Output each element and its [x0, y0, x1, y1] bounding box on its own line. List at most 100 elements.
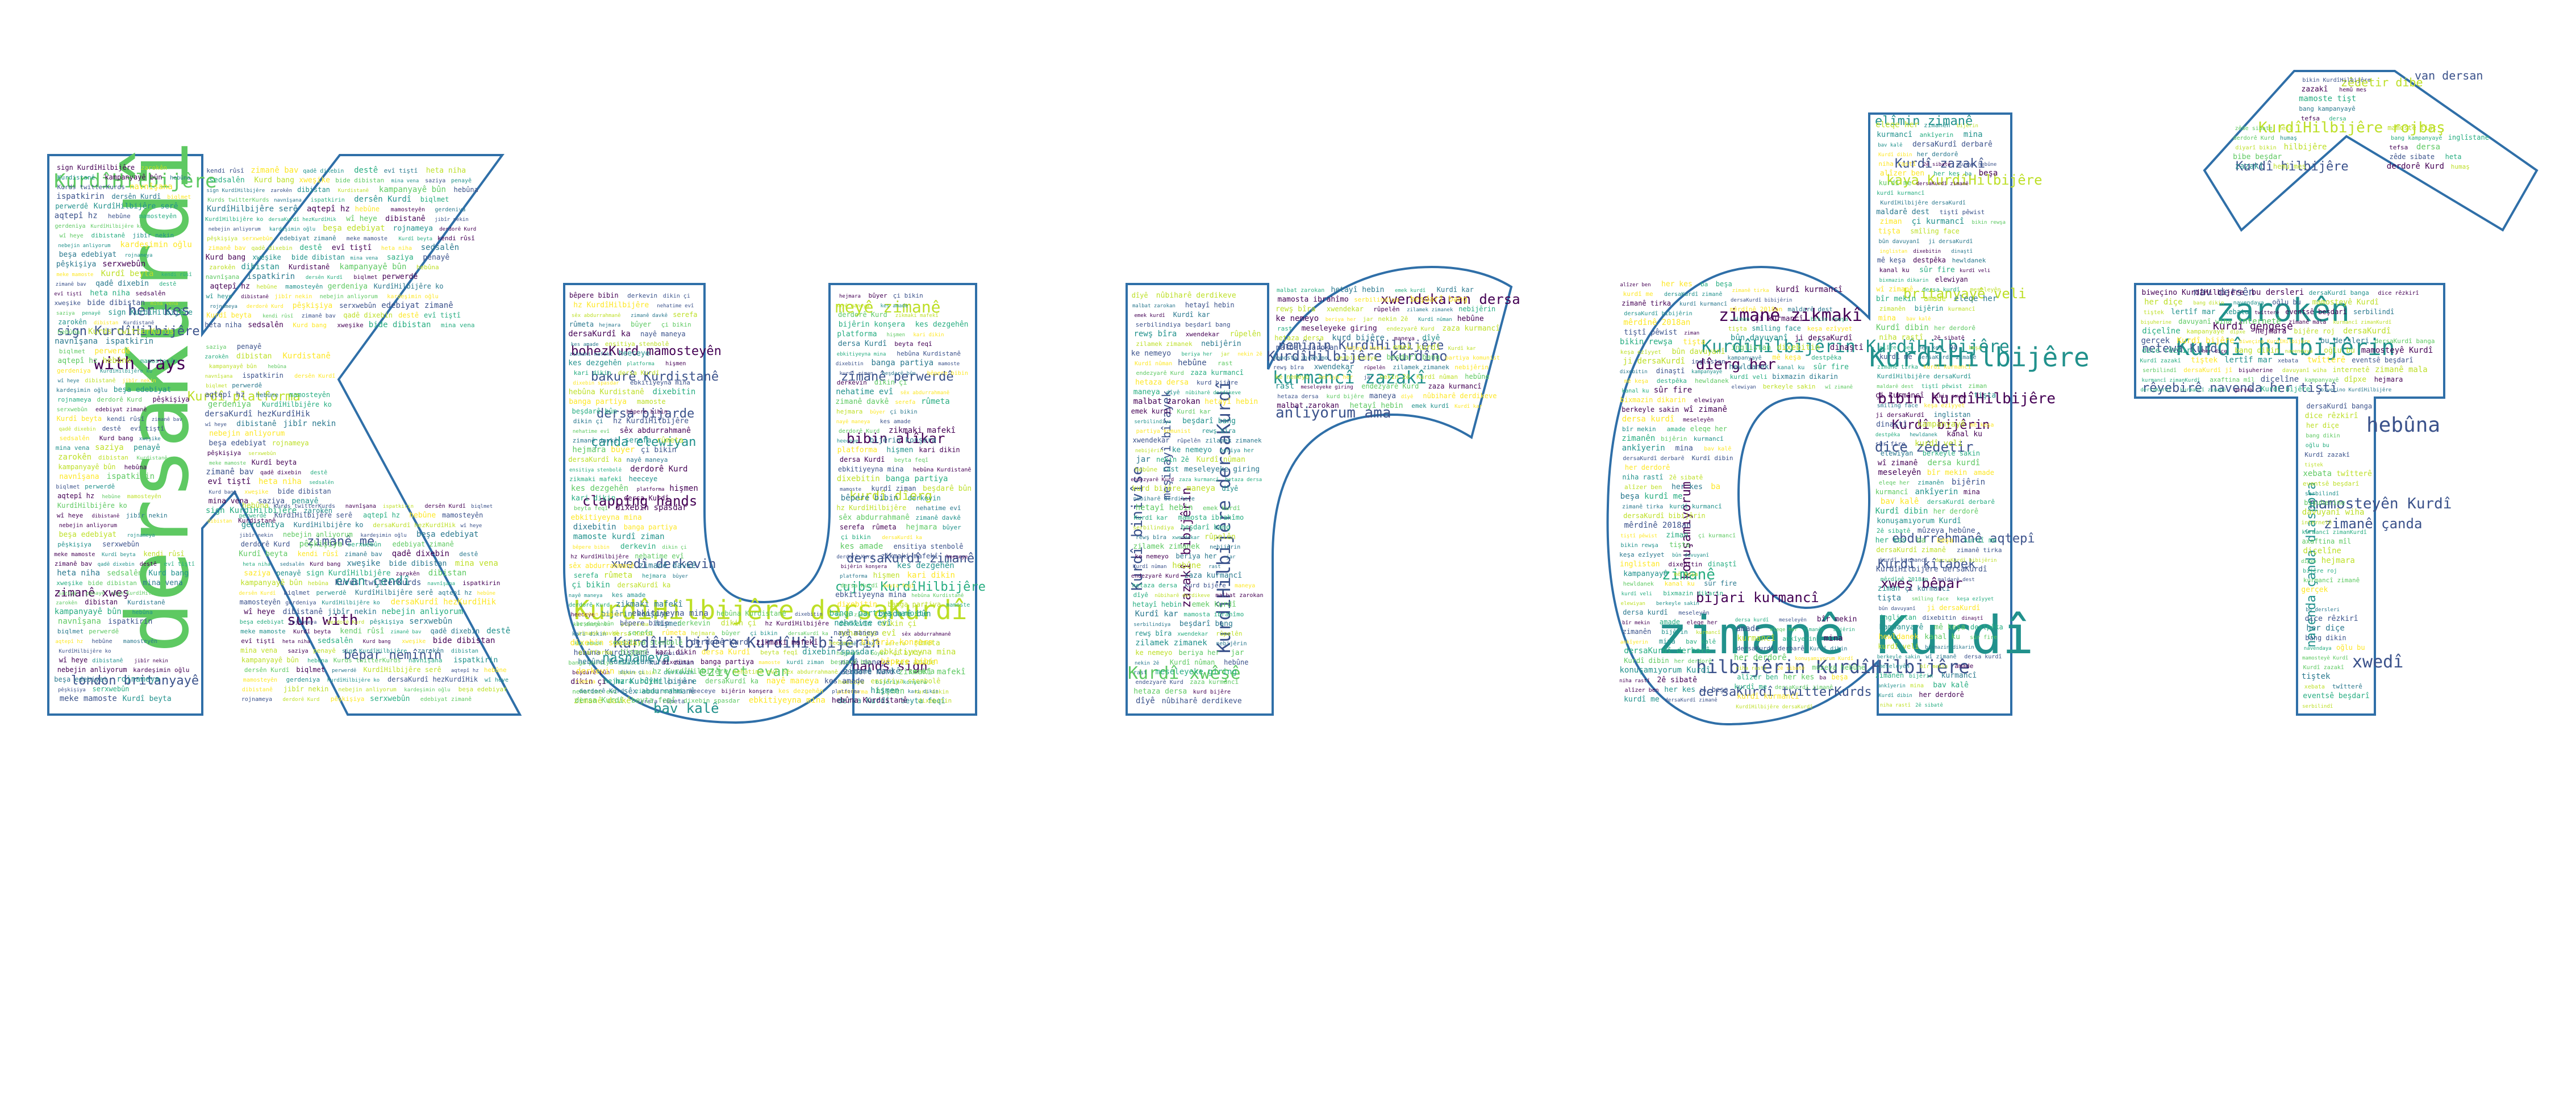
letter-r-small-word: hetayî hebin [1136, 503, 1193, 512]
letter-d-small-word: amade [1736, 624, 1760, 633]
letter-u-small-word: mamoste [758, 660, 780, 666]
letter-u-small-word: dersa Kurdî [837, 696, 890, 706]
letter-d-small-word: zimanê tirka [1732, 287, 1769, 294]
letter-k-small-word: kardeşimin oğlu [269, 227, 315, 232]
letter-d-small-word: kurdî veli [1878, 642, 1919, 650]
letter-u-small-word: beyta feqî [894, 340, 932, 348]
letter-k-small-word: saziya [288, 648, 309, 654]
letter-k-small-word: aqtepî hz [57, 357, 97, 365]
letter-k-small-word: derdorê Kurd [439, 226, 476, 232]
letter-i-small-word: serbilindî [2305, 490, 2339, 497]
letter-i-small-word: bang dikin [2306, 433, 2340, 439]
letter-u-small-word: beyta feqî [901, 697, 945, 706]
letter-k-small-word: hebûne [477, 591, 496, 596]
letter-d-small-word: dersaKurdî zimanê [1918, 354, 1976, 361]
letter-k-small-word: ispatkirin [311, 197, 345, 203]
letter-d-small-word: wî zimanê [1684, 405, 1727, 414]
letter-r-small-word: beşdarî bang [1386, 353, 1440, 362]
letter-r-small-word: partiya komunist [1136, 428, 1191, 435]
letter-k-small-word: serxwebûn [248, 451, 276, 457]
letter-k-small-word: dibistan [85, 598, 118, 606]
letter-d-small-word: kurdî me [1879, 179, 1912, 187]
letter-k-small-word: hebûne [484, 666, 507, 674]
letter-i-small-word: bijêre roj [2303, 567, 2337, 574]
letter-k-small-word: zarokên [141, 164, 167, 172]
letter-k-small-word: dibistanê [92, 513, 120, 519]
letter-r-small-word: ke nemeyo [1131, 349, 1171, 358]
letter-r-small-word: beriya her [1319, 374, 1353, 381]
letter-u-small-word: hişmen [655, 620, 682, 628]
letter-u-small-word: ensitiya stenbolê [613, 638, 683, 646]
letter-r-small-word: rast [1133, 670, 1147, 676]
letter-d-small-word: elewiyan [1732, 385, 1756, 390]
letter-k-small-word: hebûne [102, 494, 121, 500]
letter-i-small-word: eventsê beşdarî [2303, 692, 2369, 700]
letter-k-small-word: rojnameya [57, 396, 91, 403]
letter-d-small-word: Kurdî dibin [1878, 693, 1912, 699]
letter-k-small-word: heta niha [426, 166, 466, 175]
letter-d-small-word: dersaKurdî zimanê [1775, 684, 1833, 691]
letter-r-small-word: rewş bîra [1136, 534, 1166, 541]
letter-u-small-word: kurdî ziman [612, 532, 665, 541]
letter-d-small-word: hewldanek [1910, 432, 1937, 438]
letter-d-small-word: mûzeya hebûne [1918, 527, 1975, 535]
letter-u-small-word: dikin çi [663, 293, 690, 299]
letter-r-small-word: Kurdî nûman [1418, 317, 1452, 323]
letter-r-small-word: Kurdî nûman [1197, 456, 1245, 464]
letter-u-word: dersa bijarde [597, 407, 694, 421]
letter-u-small-word: zimanê davkê [639, 561, 696, 570]
letter-d-small-word: elewiyan [1694, 396, 1724, 404]
letter-k-small-word: pêşkişiya [153, 395, 190, 403]
letter-d-small-word: ba [1917, 536, 1926, 545]
letter-d-small-word: kurdî kurmancî [1923, 364, 1971, 370]
letter-k-small-word: heta niha [90, 289, 130, 298]
letter-k-small-word: navnîşana [409, 657, 443, 664]
letter-d-small-word: dersaKurdî derbarê [1912, 140, 1993, 149]
letter-d-small-word: bav kalê [1933, 681, 1969, 690]
letter-d-small-word: kurmancî [1877, 131, 1912, 139]
letter-r-small-word: ke nemeyo [1172, 446, 1212, 454]
letter-r-small-word: beriya her [1182, 352, 1213, 357]
letter-i-small-word: gerçek [2141, 336, 2170, 345]
letter-u-small-word: bijêrin konşera [870, 436, 936, 445]
letter-d-small-word: tişta [1877, 594, 1901, 603]
letter-k-small-word: meke mamoste [347, 236, 387, 242]
letter-d-small-word: mina [1964, 130, 1983, 139]
letter-k-word: zimanê xweş [54, 586, 129, 599]
letter-r-small-word: nekin 2ê [1156, 456, 1189, 464]
letter-k-small-word: Kurd bang [99, 435, 134, 442]
letter-r-small-word: nekin 2ê [1135, 660, 1159, 666]
letter-k-small-word: destê [459, 550, 478, 558]
letter-k-small-word: Kurdî beyta [206, 311, 251, 319]
letter-d-small-word: meseleyên [1683, 416, 1714, 423]
letter-k-small-word: jibîr nekin [284, 685, 328, 693]
letter-u-small-word: bûyer [673, 574, 689, 579]
letter-k-small-word: derdorê Kurd [327, 619, 364, 625]
letter-i-small-word: bu dersleri [2252, 288, 2304, 297]
letter-k-small-word: rojnameya [272, 439, 309, 447]
letter-k-small-word: aqtepî hz [438, 589, 472, 596]
letter-r-small-word: beriya her [1220, 448, 1254, 454]
letter-r-small-word: zilamek zimanek [1135, 638, 1207, 648]
letter-k-small-word: perwerdê [316, 589, 347, 596]
letter-i-small-word: biweçino KurdîHilbijêre [2239, 339, 2310, 345]
letter-d-small-word: dersaKurdî derbarê [1624, 646, 1710, 656]
letter-i-small-word: dersaKurdî banga [2307, 402, 2373, 410]
letter-k-word: evan çendî [335, 574, 410, 588]
letter-r-small-word: mamosta ibrahîmo [1183, 611, 1244, 618]
letter-u-small-word: mamoste [618, 661, 640, 666]
letter-d-small-word: kurdî kurmancî [1669, 503, 1722, 510]
letter-hat-small-word: mamoste tişt [2387, 124, 2437, 132]
letter-k-small-word: navnîşana [206, 273, 240, 281]
letter-k-small-word: mamosteyên [139, 212, 177, 220]
letter-r-small-word: kurd bijêre [1193, 688, 1231, 695]
letter-d-small-word: smîling face [1912, 596, 1949, 602]
letter-r-small-word: hetaza dersa [1277, 394, 1318, 400]
letter-k-small-word: sedsalên [248, 321, 284, 329]
letter-d-small-word: niha rastî [1879, 333, 1923, 342]
letter-k-small-word: dibistan [241, 262, 279, 272]
letter-i-small-word: tiştek [2191, 356, 2217, 365]
letter-k-small-word: rojnameya [116, 675, 160, 684]
letter-d-small-word: her kes [1672, 483, 1703, 491]
letter-k-small-word: mina vena [441, 322, 475, 329]
